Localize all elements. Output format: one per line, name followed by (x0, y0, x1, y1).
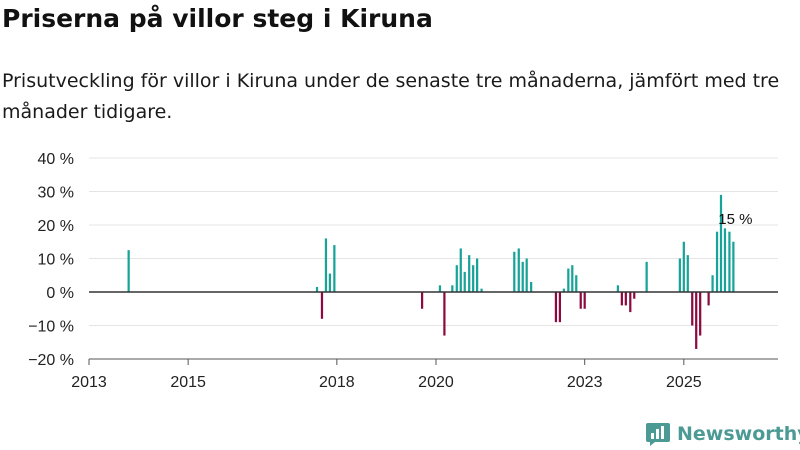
bar (459, 248, 462, 292)
bar (633, 292, 636, 299)
bar (562, 288, 565, 292)
chart-subtitle: Prisutveckling för villor i Kiruna under… (2, 70, 780, 123)
bar (324, 238, 328, 292)
bar (629, 292, 632, 313)
bar (715, 231, 719, 292)
y-tick-label: 10 % (38, 252, 74, 269)
bar (723, 228, 727, 292)
y-tick-label: 40 % (38, 151, 74, 168)
bar (620, 292, 623, 306)
x-tick-label: 2023 (567, 374, 603, 391)
bar (455, 265, 458, 292)
bar (451, 285, 454, 292)
bar (472, 265, 475, 292)
chart-title: Priserna på villor steg i Kiruna (2, 4, 433, 33)
bar (579, 292, 582, 309)
y-tick-label: −20 % (28, 352, 74, 369)
bar (438, 285, 442, 292)
bar (558, 292, 562, 323)
x-tick-label: 2015 (170, 374, 206, 391)
y-tick-label: 0 % (46, 285, 74, 302)
brand-logo[interactable]: Newsworthy (645, 420, 800, 448)
bar (420, 292, 424, 309)
bar (513, 251, 516, 292)
bar (480, 288, 483, 292)
x-tick-label: 2013 (71, 374, 107, 391)
x-tick-label: 2018 (319, 374, 355, 391)
newsworthy-logo-icon (646, 423, 670, 446)
bar (678, 258, 681, 292)
bar (333, 245, 336, 292)
bar (699, 292, 702, 336)
bar (521, 261, 524, 292)
bar (463, 271, 466, 292)
bar (616, 285, 620, 292)
data-label: 15 % (718, 211, 752, 228)
bar (530, 281, 533, 292)
y-tick-label: 30 % (38, 185, 74, 202)
bar (525, 258, 528, 292)
bar (127, 250, 130, 292)
bar (707, 292, 710, 306)
y-tick-label: −10 % (28, 319, 74, 336)
bar (583, 292, 586, 309)
bar (554, 292, 558, 323)
bar (517, 248, 520, 292)
bar (711, 275, 714, 292)
brand-name: Newsworthy (677, 423, 800, 445)
bar (443, 292, 446, 336)
bar (567, 268, 570, 292)
bar (328, 273, 332, 292)
bar (682, 241, 685, 292)
bar (315, 286, 319, 292)
bar (320, 292, 324, 319)
bar (624, 292, 627, 306)
bar (732, 241, 735, 292)
bar (571, 265, 574, 292)
bar (686, 255, 689, 292)
bar (476, 258, 479, 292)
bar (645, 261, 648, 292)
y-tick-label: 20 % (38, 218, 74, 235)
bar (691, 292, 694, 326)
bar (728, 231, 731, 292)
bar (695, 292, 698, 349)
bar (719, 194, 723, 292)
bar (575, 275, 578, 292)
x-tick-label: 2025 (666, 374, 702, 391)
bar (468, 255, 471, 292)
x-tick-label: 2020 (418, 374, 454, 391)
